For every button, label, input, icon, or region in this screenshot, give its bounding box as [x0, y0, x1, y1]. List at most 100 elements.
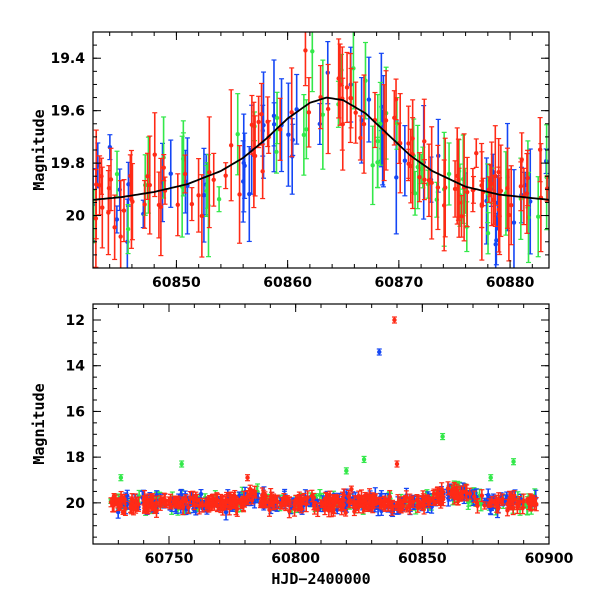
top-blue-data-point [168, 139, 174, 208]
top-green-data-point [535, 176, 541, 258]
top-blue-data-point [366, 56, 372, 143]
bottom-outlier-point [343, 467, 349, 475]
bottom-red-data-point [448, 488, 454, 499]
bottom-red-data-point [163, 501, 169, 509]
bottom-red-data-point [330, 494, 336, 510]
bottom-red-data-point [393, 501, 399, 511]
top-red-data-point [112, 194, 118, 261]
bottom-red-data-point [333, 493, 339, 507]
bottom-red-data-point [182, 496, 188, 504]
bottom-red-data-point [351, 502, 357, 509]
bottom-red-data-point [252, 490, 258, 499]
bottom-red-data-point [431, 488, 437, 500]
top-blue-data-point [261, 71, 267, 179]
top-red-data-point [277, 97, 283, 161]
top-red-data-point [452, 160, 458, 218]
bottom-y-tick-label: 20 [66, 496, 86, 512]
bottom-outlier-point [348, 485, 354, 493]
bottom-red-data-point [233, 496, 239, 507]
top-red-data-point [306, 77, 312, 148]
bottom-red-data-point [266, 502, 272, 517]
bottom-red-data-point [311, 492, 317, 503]
bottom-red-data-point [475, 497, 481, 514]
top-red-data-point [161, 154, 167, 182]
top-red-data-point [519, 132, 525, 187]
top-red-data-point [93, 168, 99, 268]
bottom-red-data-point [407, 493, 413, 503]
bottom-red-data-point [187, 490, 193, 505]
bottom-red-data-point [389, 501, 395, 516]
bottom-red-data-point [153, 506, 159, 514]
top-x-tick-label: 60850 [152, 275, 201, 291]
bottom-red-data-point [455, 488, 461, 506]
bottom-red-data-point [367, 488, 373, 505]
top-red-data-point [223, 162, 229, 190]
top-red-data-point [189, 187, 195, 222]
bottom-red-data-point [315, 502, 321, 518]
bottom-red-data-point [293, 494, 299, 506]
bottom-y-tick-label: 14 [66, 359, 86, 375]
bottom-red-data-point [220, 494, 226, 509]
bottom-red-data-point [439, 482, 445, 497]
top-x-tick-label: 60860 [263, 275, 312, 291]
top-red-data-point [252, 115, 258, 197]
bottom-red-data-point [259, 497, 265, 503]
top-red-data-point [142, 179, 148, 229]
bottom-red-data-point [168, 493, 174, 505]
bottom-red-data-point [386, 500, 392, 507]
top-green-data-point [425, 169, 431, 199]
bottom-red-data-point [486, 501, 492, 508]
bottom-red-data-point [196, 497, 202, 515]
bottom-red-data-point [496, 495, 502, 504]
top-red-data-point [228, 89, 234, 202]
top-red-data-point [464, 156, 470, 228]
bottom-red-data-point [435, 486, 441, 499]
top-green-data-point [274, 91, 280, 145]
top-green-data-point [303, 99, 309, 160]
bottom-y-axis-label: Magnitude [30, 383, 48, 464]
top-red-data-point [340, 77, 346, 171]
top-red-data-point [118, 180, 124, 268]
bottom-red-data-point [381, 496, 387, 511]
bottom-x-tick-label: 60800 [271, 551, 320, 567]
bottom-red-data-point [460, 485, 466, 498]
top-y-tick-label: 19.8 [50, 156, 85, 172]
bottom-red-data-point [149, 495, 155, 505]
bottom-red-data-point [119, 494, 125, 500]
top-red-data-point [486, 176, 492, 203]
bottom-red-data-point [319, 500, 325, 509]
top-green-data-point [309, 32, 315, 93]
top-red-data-point [260, 143, 266, 200]
bottom-x-tick-label: 60850 [398, 551, 447, 567]
bottom-outlier-point [245, 474, 251, 482]
bottom-red-data-point [337, 499, 343, 511]
top-red-data-point [147, 135, 153, 235]
bottom-red-data-point [414, 494, 420, 506]
bottom-red-data-point [274, 495, 280, 507]
bottom-outlier-point [394, 460, 400, 468]
top-red-data-point [393, 78, 399, 121]
bottom-red-data-point [516, 499, 522, 511]
top-red-data-point [435, 144, 441, 231]
top-red-data-point [237, 145, 243, 244]
bottom-red-data-point [452, 487, 458, 498]
top-red-data-point [454, 127, 460, 225]
top-blue-data-point [241, 113, 247, 213]
bottom-red-data-point [204, 502, 210, 508]
top-red-data-point [442, 137, 448, 238]
top-red-data-point [199, 174, 205, 258]
bottom-red-data-point [286, 504, 292, 519]
top-red-data-point [206, 116, 212, 229]
bottom-red-data-point [464, 484, 470, 502]
top-red-data-point [489, 141, 495, 227]
bottom-red-data-point [509, 496, 515, 504]
top-blue-data-point [271, 102, 277, 147]
top-red-data-point [344, 51, 350, 124]
top-panel: 60850 60860 60870 60880 19.4 19.6 19.8 20 Magni… [30, 31, 550, 291]
bottom-red-data-point [362, 495, 368, 506]
top-green-data-point [377, 81, 383, 166]
bottom-red-data-point [479, 489, 485, 503]
bottom-x-tick-label: 60750 [145, 551, 194, 567]
top-red-data-point [347, 52, 353, 144]
bottom-outlier-point [440, 432, 446, 441]
